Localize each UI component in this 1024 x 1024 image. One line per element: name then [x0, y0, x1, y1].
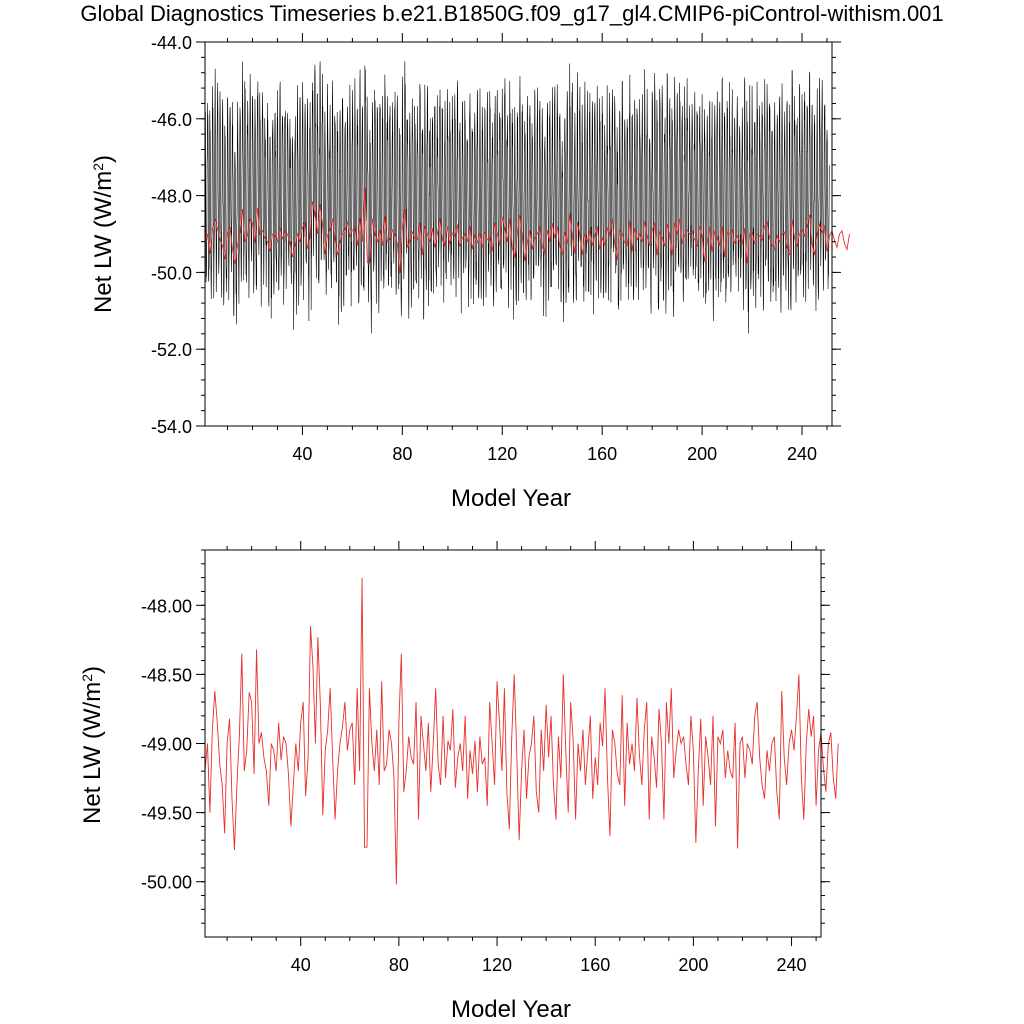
bottom-x-tick-label: 240 — [777, 955, 807, 975]
top-panel: 40 80 120 160 200 240 -54.0 -52.0 -50.0 -48.0 -46.… — [90, 33, 850, 512]
top-x-tick-label: 200 — [687, 444, 717, 464]
bottom-panel: 40 80 120 160 200 240 -50.00 -49.50 -49.00 -48.50… — [79, 541, 839, 1023]
bottom-x-tick-label: 120 — [482, 955, 512, 975]
top-axes-layer: 40 80 120 160 200 240 -54.0 -52.0 -50.0 -48.0 -46.… — [151, 33, 841, 464]
bottom-y-tick-label: -48.50 — [141, 665, 192, 685]
top-y-axis-title-main: Net LW (W/m — [90, 171, 117, 313]
bottom-y-tick-label: -49.00 — [141, 735, 192, 755]
figure-title: Global Diagnostics Timeseries b.e21.B185… — [80, 1, 943, 26]
bottom-y-tick-label: -48.00 — [141, 596, 192, 616]
bottom-x-tick-label: 160 — [580, 955, 610, 975]
bottom-axes-layer: 40 80 120 160 200 240 -50.00 -49.50 -49.00 -48.50… — [141, 541, 830, 975]
bottom-y-tick-label: -50.00 — [141, 873, 192, 893]
monthly-series-line — [204, 61, 830, 334]
annual-series-line — [204, 577, 839, 885]
top-x-tick-label: 40 — [292, 444, 312, 464]
top-x-tick-label: 80 — [392, 444, 412, 464]
top-y-tick-label: -44.0 — [151, 33, 192, 53]
top-y-axis-title-superscript: 2 — [90, 163, 106, 171]
top-y-tick-label: -52.0 — [151, 340, 192, 360]
top-y-tick-label: -50.0 — [151, 263, 192, 283]
bottom-x-tick-label: 200 — [678, 955, 708, 975]
bottom-y-axis-title: Net LW (W/m2) — [79, 666, 106, 824]
bottom-y-tick-label: -49.50 — [141, 804, 192, 824]
bottom-y-axis-title-superscript: 2 — [79, 674, 95, 682]
top-y-tick-label: -46.0 — [151, 110, 192, 130]
bottom-y-axis-title-main: Net LW (W/m — [79, 682, 106, 824]
bottom-x-axis-title: Model Year — [451, 996, 571, 1023]
top-x-tick-label: 120 — [487, 444, 517, 464]
bottom-x-tick-label: 80 — [389, 955, 409, 975]
bottom-x-tick-label: 40 — [291, 955, 311, 975]
top-annual-series-line — [204, 187, 850, 274]
bottom-plot-frame — [204, 549, 822, 938]
top-x-tick-label: 240 — [787, 444, 817, 464]
top-plot-frame — [204, 41, 833, 427]
top-y-tick-label: -54.0 — [151, 417, 192, 437]
bottom-y-axis-title-tail: ) — [79, 666, 106, 674]
top-x-axis-title: Model Year — [451, 485, 571, 512]
bottom-series-layer — [204, 577, 839, 885]
top-y-tick-label: -48.0 — [151, 187, 192, 207]
top-x-tick-label: 160 — [587, 444, 617, 464]
top-y-axis-title: Net LW (W/m2) — [90, 155, 117, 313]
top-y-axis-title-tail: ) — [90, 155, 117, 163]
top-series-layer — [204, 61, 850, 334]
